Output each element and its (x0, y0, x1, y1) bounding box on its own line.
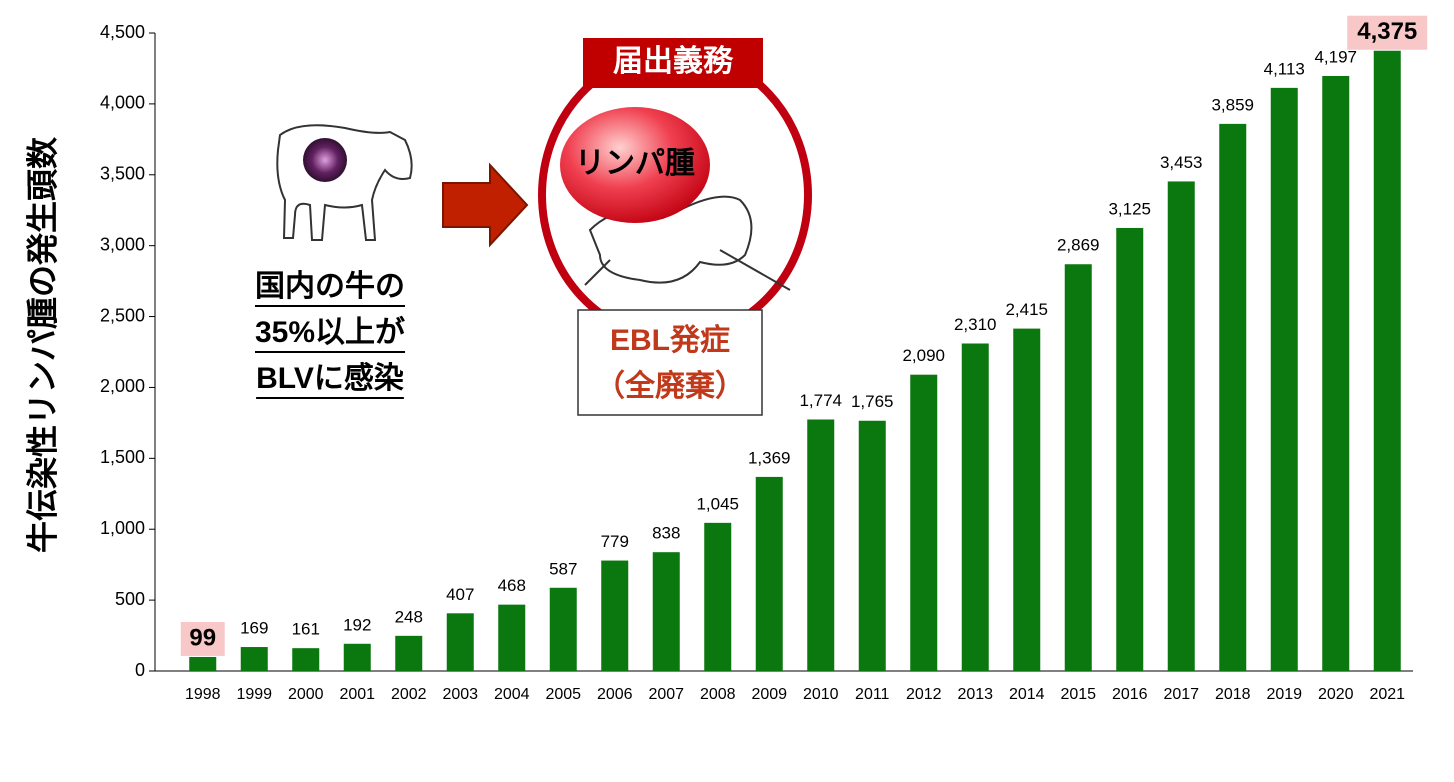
y-tick-label: 3,000 (100, 234, 145, 254)
bar (858, 420, 886, 671)
value-label: 192 (343, 615, 371, 634)
x-tick-label: 2016 (1112, 686, 1148, 703)
bar (446, 613, 474, 671)
x-tick-label: 2006 (597, 686, 633, 703)
value-label: 1,774 (799, 391, 842, 410)
value-label: 2,415 (1005, 300, 1048, 319)
x-tick-label: 2015 (1060, 686, 1096, 703)
y-tick-label: 3,500 (100, 164, 145, 184)
infection-label: BLVに感染 (256, 362, 404, 395)
bar (498, 604, 526, 671)
bar (1373, 50, 1401, 671)
value-label-highlight (180, 621, 225, 656)
value-label: 3,125 (1108, 199, 1151, 218)
x-tick-label: 2012 (906, 686, 942, 703)
bar (601, 560, 629, 671)
outcome-label: （全廃棄） (595, 369, 745, 403)
value-label-highlight (1347, 15, 1428, 50)
value-label: 587 (549, 559, 577, 578)
y-tick-label: 0 (135, 660, 145, 680)
x-tick-label: 2019 (1266, 686, 1302, 703)
arrow (442, 162, 529, 248)
x-tick-label: 2017 (1163, 686, 1199, 703)
x-tick-label: 2002 (391, 686, 427, 703)
value-label: 407 (446, 585, 474, 604)
cow-standing-icon (276, 124, 413, 241)
bar (1167, 181, 1195, 671)
bar (755, 476, 783, 671)
x-tick-label: 2009 (751, 686, 787, 703)
y-tick-label: 2,000 (100, 376, 145, 396)
value-label: 4,375 (1357, 18, 1417, 45)
value-label: 2,090 (902, 346, 945, 365)
bar (910, 374, 938, 671)
value-label: 3,859 (1211, 95, 1254, 114)
bar (1064, 264, 1092, 671)
bar (1013, 328, 1041, 671)
outcome-label: EBL発症 (610, 324, 730, 357)
bar (1219, 123, 1247, 671)
x-tick-label: 2018 (1215, 686, 1251, 703)
bar (549, 587, 577, 671)
x-tick-label: 2003 (442, 686, 478, 703)
value-label: 1,045 (696, 494, 739, 513)
value-label: 1,369 (748, 448, 791, 467)
notification-box (583, 38, 763, 88)
value-label: 1,765 (851, 392, 894, 411)
y-tick-label: 2,500 (100, 305, 145, 325)
y-tick-label: 1,500 (100, 447, 145, 467)
notification-label: 届出義務 (613, 44, 734, 78)
tumor (560, 107, 710, 223)
x-tick-label: 2005 (545, 686, 581, 703)
bar (1116, 227, 1144, 671)
bar (395, 635, 423, 671)
infection-label: 35%以上が (255, 315, 405, 349)
y-tick-label: 4,000 (100, 93, 145, 113)
x-tick-label: 2004 (494, 686, 530, 703)
bar (292, 648, 320, 671)
infection-label: 国内の牛の (255, 270, 405, 303)
x-tick-label: 2013 (957, 686, 993, 703)
x-tick-label: 2001 (339, 686, 375, 703)
bar (189, 656, 217, 671)
bar (961, 343, 989, 671)
value-label: 2,310 (954, 315, 997, 334)
value-label: 99 (189, 624, 216, 651)
x-tick-label: 2021 (1369, 686, 1405, 703)
x-tick-label: 2020 (1318, 686, 1354, 703)
value-label: 169 (240, 619, 268, 638)
x-tick-label: 2000 (288, 686, 324, 703)
x-tick-label: 2011 (855, 686, 890, 703)
bar (807, 419, 835, 671)
bar (240, 647, 268, 671)
x-tick-label: 2014 (1009, 686, 1045, 703)
bar (652, 552, 680, 671)
value-label: 2,869 (1057, 236, 1100, 255)
value-label: 161 (292, 620, 320, 639)
value-label: 248 (395, 607, 423, 626)
bar (1322, 75, 1350, 671)
x-tick-label: 2010 (803, 686, 839, 703)
y-axis-label: 牛伝染性リンパ腫の発生頭数 (24, 136, 60, 553)
outcome-box (577, 309, 763, 416)
x-tick-label: 2008 (700, 686, 736, 703)
value-label: 4,197 (1314, 47, 1357, 66)
y-tick-label: 4,500 (100, 22, 145, 42)
bar (704, 522, 732, 671)
value-label: 779 (601, 532, 629, 551)
bar (1270, 87, 1298, 672)
bar (343, 643, 371, 671)
value-label: 838 (652, 524, 680, 543)
value-label: 4,113 (1264, 59, 1305, 78)
value-label: 3,453 (1160, 153, 1203, 172)
value-label: 468 (498, 576, 526, 595)
y-tick-label: 1,000 (100, 518, 145, 538)
y-tick-label: 500 (115, 589, 145, 609)
lymphoma-label: リンパ腫 (575, 147, 695, 180)
x-tick-label: 1999 (236, 686, 272, 703)
x-tick-label: 2007 (648, 686, 684, 703)
x-tick-label: 1998 (185, 686, 221, 703)
